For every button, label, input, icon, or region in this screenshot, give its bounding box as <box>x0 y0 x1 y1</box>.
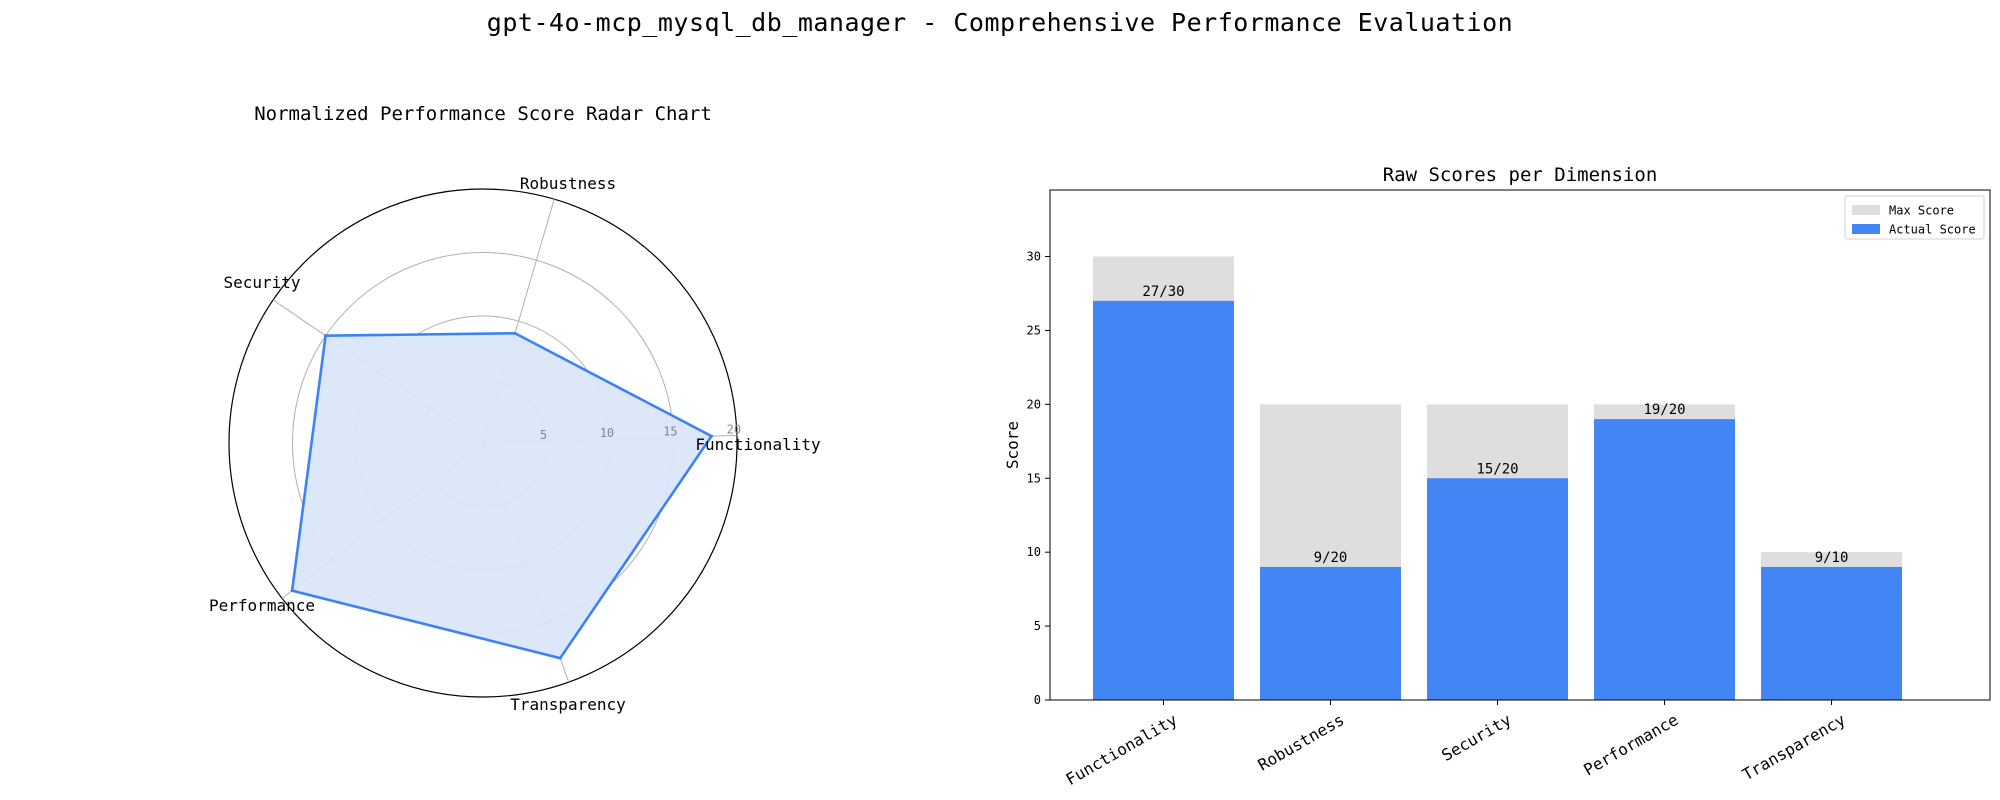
legend-label: Max Score <box>1889 204 1954 218</box>
y-tick-label: 0 <box>1034 693 1041 707</box>
radar-tick-label: 10 <box>600 426 614 440</box>
bar-actual-score <box>1427 478 1569 700</box>
y-tick-label: 10 <box>1027 545 1041 559</box>
x-tick-label: Transparency <box>1739 710 1849 784</box>
bar-data-label: 15/20 <box>1476 461 1518 477</box>
plot-frame <box>1049 189 1991 701</box>
bar-title: Raw Scores per Dimension <box>1383 164 1658 186</box>
legend-label: Actual Score <box>1889 223 1976 237</box>
radar-axis-label: Transparency <box>510 695 626 714</box>
legend-swatch <box>1852 224 1880 234</box>
y-tick-label: 30 <box>1027 250 1041 264</box>
legend-swatch <box>1852 205 1880 215</box>
radar-axis-label: Performance <box>209 596 315 615</box>
y-axis-label: Score <box>1003 421 1022 469</box>
bar-data-label: 9/20 <box>1314 550 1348 566</box>
bar-actual-score <box>1594 419 1736 700</box>
radar-point <box>290 589 294 593</box>
bar-data-label: 19/20 <box>1643 402 1685 418</box>
y-tick-label: 15 <box>1027 471 1041 485</box>
bar-actual-score <box>1093 300 1234 700</box>
y-tick-label: 5 <box>1034 619 1041 633</box>
figure-title: gpt-4o-mcp_mysql_db_manager - Comprehens… <box>486 8 1514 37</box>
radar-tick-label: 20 <box>727 422 741 436</box>
radar-axis-label: Robustness <box>520 174 616 193</box>
radar-grid-ring <box>228 188 738 698</box>
bar-data-label: 27/30 <box>1142 284 1184 300</box>
radar-point <box>709 434 713 438</box>
radar-series-line <box>290 331 714 660</box>
x-tick-label: Security <box>1438 710 1515 765</box>
radar-axis-label: Security <box>223 273 300 292</box>
y-tick-label: 25 <box>1027 323 1041 337</box>
bar-actual-score <box>1761 566 1903 700</box>
radar-point <box>558 656 562 660</box>
radar-tick-label: 5 <box>540 428 547 442</box>
radar-tick-label: 15 <box>663 424 677 438</box>
y-tick-label: 20 <box>1027 397 1041 411</box>
x-tick-label: Robustness <box>1255 710 1348 775</box>
radar-title: Normalized Performance Score Radar Chart <box>254 103 712 125</box>
x-tick-label: Performance <box>1580 710 1681 779</box>
bar-actual-score <box>1260 566 1402 700</box>
radar-point <box>324 334 328 338</box>
bar-data-label: 9/10 <box>1815 550 1849 566</box>
x-tick-label: Functionality <box>1063 710 1181 789</box>
radar-axis-label: Functionality <box>695 435 821 454</box>
radar-point <box>513 331 517 335</box>
radar-area <box>292 333 712 659</box>
